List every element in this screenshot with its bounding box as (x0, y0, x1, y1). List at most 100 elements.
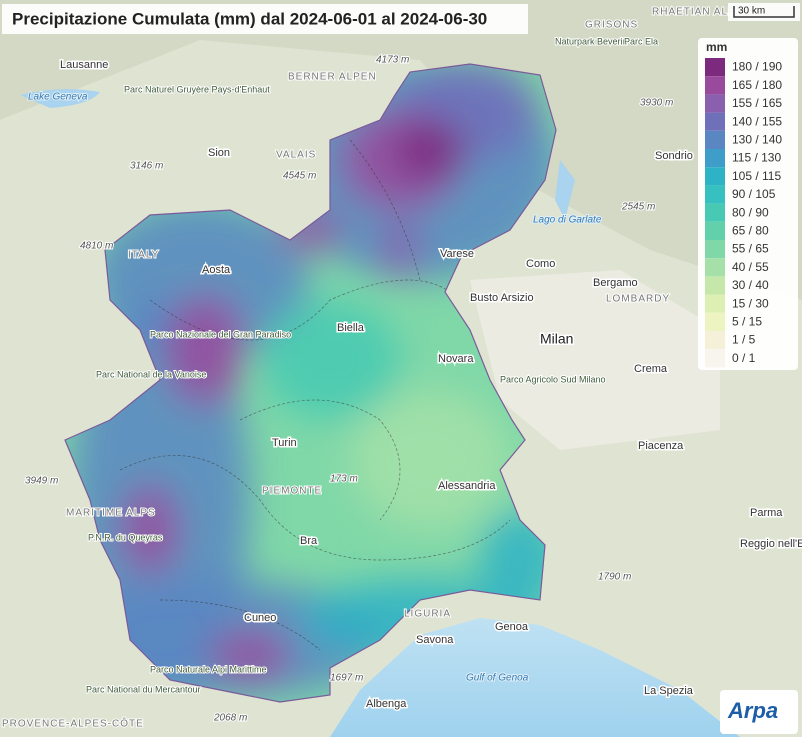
scale-label: 30 km (738, 6, 765, 17)
contour-line (149, 279, 461, 341)
logo: Arpa (720, 690, 798, 734)
lake (20, 89, 100, 108)
place-label: Novara (438, 353, 474, 365)
legend-swatch (705, 221, 725, 240)
place-label: Lausanne (60, 59, 108, 71)
contour-line (119, 455, 511, 561)
place-label: Lago di Garlate (533, 215, 602, 226)
place-label: La Spezia (644, 685, 694, 697)
legend-label: 5 / 15 (732, 314, 762, 328)
legend-label: 15 / 30 (732, 296, 769, 310)
sea (330, 618, 740, 737)
legend-label: 30 / 40 (732, 278, 769, 292)
legend-label: 180 / 190 (732, 60, 782, 74)
logo-box (720, 690, 798, 734)
plain (470, 270, 720, 450)
contour-line (159, 599, 321, 651)
place-label: 3930 m (640, 98, 673, 109)
legend-swatch (705, 185, 725, 204)
place-label: Parco Nazionale del Gran Paradiso (150, 329, 291, 339)
legend-label: 80 / 90 (732, 205, 769, 219)
place-label: Genoa (495, 621, 529, 633)
scale-line (733, 6, 795, 18)
place-label: ITALY (128, 250, 159, 261)
legend-swatch (705, 240, 725, 259)
precip-area (350, 390, 510, 530)
place-label: P.N.R. du Queyras (88, 532, 163, 542)
place-label: BERNER ALPEN (288, 72, 377, 83)
place-label: 2545 m (621, 202, 655, 213)
place-label: PROVENCE-ALPES-CÔTE (2, 717, 144, 730)
precip-area (90, 200, 310, 360)
place-label: 1697 m (330, 673, 363, 684)
precip-area (165, 295, 245, 405)
place-label: 4173 m (376, 55, 409, 66)
title-box (2, 4, 528, 34)
place-label: 3949 m (25, 476, 58, 487)
legend-label: 140 / 155 (732, 114, 782, 128)
legend: mm 180 / 190 165 / 180 155 / 165 140 / 155 1… (698, 38, 798, 370)
place-label: Parco Naturale Alpi Marittime (150, 664, 267, 674)
legend-label: 55 / 65 (732, 242, 769, 256)
legend-swatch (705, 276, 725, 295)
place-label: Reggio nell'Emilia (740, 538, 802, 550)
place-label: Turin (272, 437, 297, 449)
legend-label: 0 / 1 (732, 351, 756, 365)
legend-swatch (705, 203, 725, 222)
place-label: Parc National du Mercantour (86, 684, 201, 694)
place-label: Parc Ela (624, 36, 658, 46)
legend-swatch (705, 94, 725, 113)
lake (555, 160, 575, 220)
precip-area (210, 630, 290, 680)
precip-area (380, 220, 420, 280)
place-label: Lake Geneva (28, 92, 88, 103)
place-label: Milan (540, 331, 573, 347)
place-label: Cuneo (244, 612, 276, 624)
legend-swatch (705, 349, 725, 368)
legend-label: 40 / 55 (732, 260, 769, 274)
place-label: Busto Arsizio (470, 292, 534, 304)
precip-area (122, 485, 178, 575)
place-labels: Lausanne Lake Geneva Sion VALAIS 4545 m 3146 … (1, 6, 802, 731)
place-label: Como (526, 258, 555, 270)
legend-swatch (705, 331, 725, 350)
place-label: Parc National de la Vanoise (96, 369, 206, 379)
place-label: LOMBARDY (606, 294, 670, 305)
legend-swatch (705, 149, 725, 168)
precip-area (260, 300, 400, 420)
legend-label: 130 / 140 (732, 132, 782, 146)
precip-area (395, 120, 465, 180)
place-label: Biella (337, 322, 365, 334)
place-label: 4545 m (283, 171, 316, 182)
place-label: Bra (300, 535, 318, 547)
place-label: Crema (634, 363, 668, 375)
contour-line (349, 139, 421, 281)
map-title: Precipitazione Cumulata (mm) dal 2024-06… (12, 9, 487, 28)
place-label: Parc Naturel Gruyère Pays-d'Enhaut (124, 84, 270, 94)
legend-swatch (705, 258, 725, 277)
place-label: Alessandria (438, 480, 496, 492)
legend-label: 1 / 5 (732, 333, 756, 347)
legend-label: 155 / 165 (732, 96, 782, 110)
legend-swatch (705, 76, 725, 95)
logo-text: Arpa (727, 698, 778, 723)
place-label: Albenga (366, 698, 407, 710)
legend-label: 165 / 180 (732, 78, 782, 92)
legend-title: mm (706, 40, 727, 54)
place-label: MARITIME ALPS (66, 508, 156, 519)
place-label: PIEMONTE (262, 486, 322, 497)
legend-label: 115 / 130 (732, 151, 781, 165)
place-label: Sion (208, 147, 230, 159)
place-label: 1790 m (598, 572, 631, 583)
place-label: Savona (416, 634, 454, 646)
mountains (0, 0, 802, 300)
legend-swatch (705, 312, 725, 331)
place-label: RHAETIAN ALPS (652, 7, 743, 18)
place-label: Sondrio (655, 150, 693, 162)
place-label: VALAIS (276, 150, 316, 161)
place-label: Parco Agricolo Sud Milano (500, 374, 606, 384)
place-label: Aosta (202, 264, 231, 276)
place-label: Naturpark Beverin (555, 36, 628, 46)
legend-swatch (705, 112, 725, 131)
